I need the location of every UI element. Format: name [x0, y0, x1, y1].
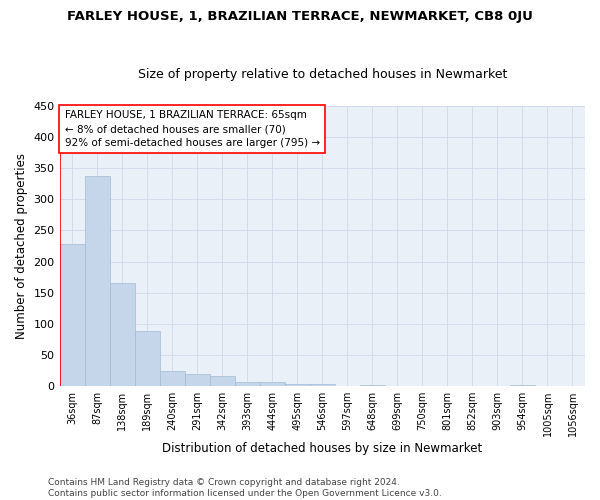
Bar [185, 374, 209, 386]
Bar [260, 382, 285, 386]
Text: FARLEY HOUSE, 1, BRAZILIAN TERRACE, NEWMARKET, CB8 0JU: FARLEY HOUSE, 1, BRAZILIAN TERRACE, NEWM… [67, 10, 533, 23]
Bar [160, 372, 185, 386]
Bar [235, 382, 260, 386]
Y-axis label: Number of detached properties: Number of detached properties [15, 153, 28, 339]
Bar [134, 330, 160, 386]
Bar [360, 385, 385, 386]
Bar [285, 384, 310, 386]
Text: FARLEY HOUSE, 1 BRAZILIAN TERRACE: 65sqm
← 8% of detached houses are smaller (70: FARLEY HOUSE, 1 BRAZILIAN TERRACE: 65sqm… [65, 110, 320, 148]
Bar [510, 385, 535, 386]
Bar [85, 176, 110, 386]
Bar [110, 284, 134, 386]
Title: Size of property relative to detached houses in Newmarket: Size of property relative to detached ho… [137, 68, 507, 81]
Text: Contains HM Land Registry data © Crown copyright and database right 2024.
Contai: Contains HM Land Registry data © Crown c… [48, 478, 442, 498]
Bar [59, 244, 85, 386]
X-axis label: Distribution of detached houses by size in Newmarket: Distribution of detached houses by size … [162, 442, 482, 455]
Bar [310, 384, 335, 386]
Bar [209, 376, 235, 386]
